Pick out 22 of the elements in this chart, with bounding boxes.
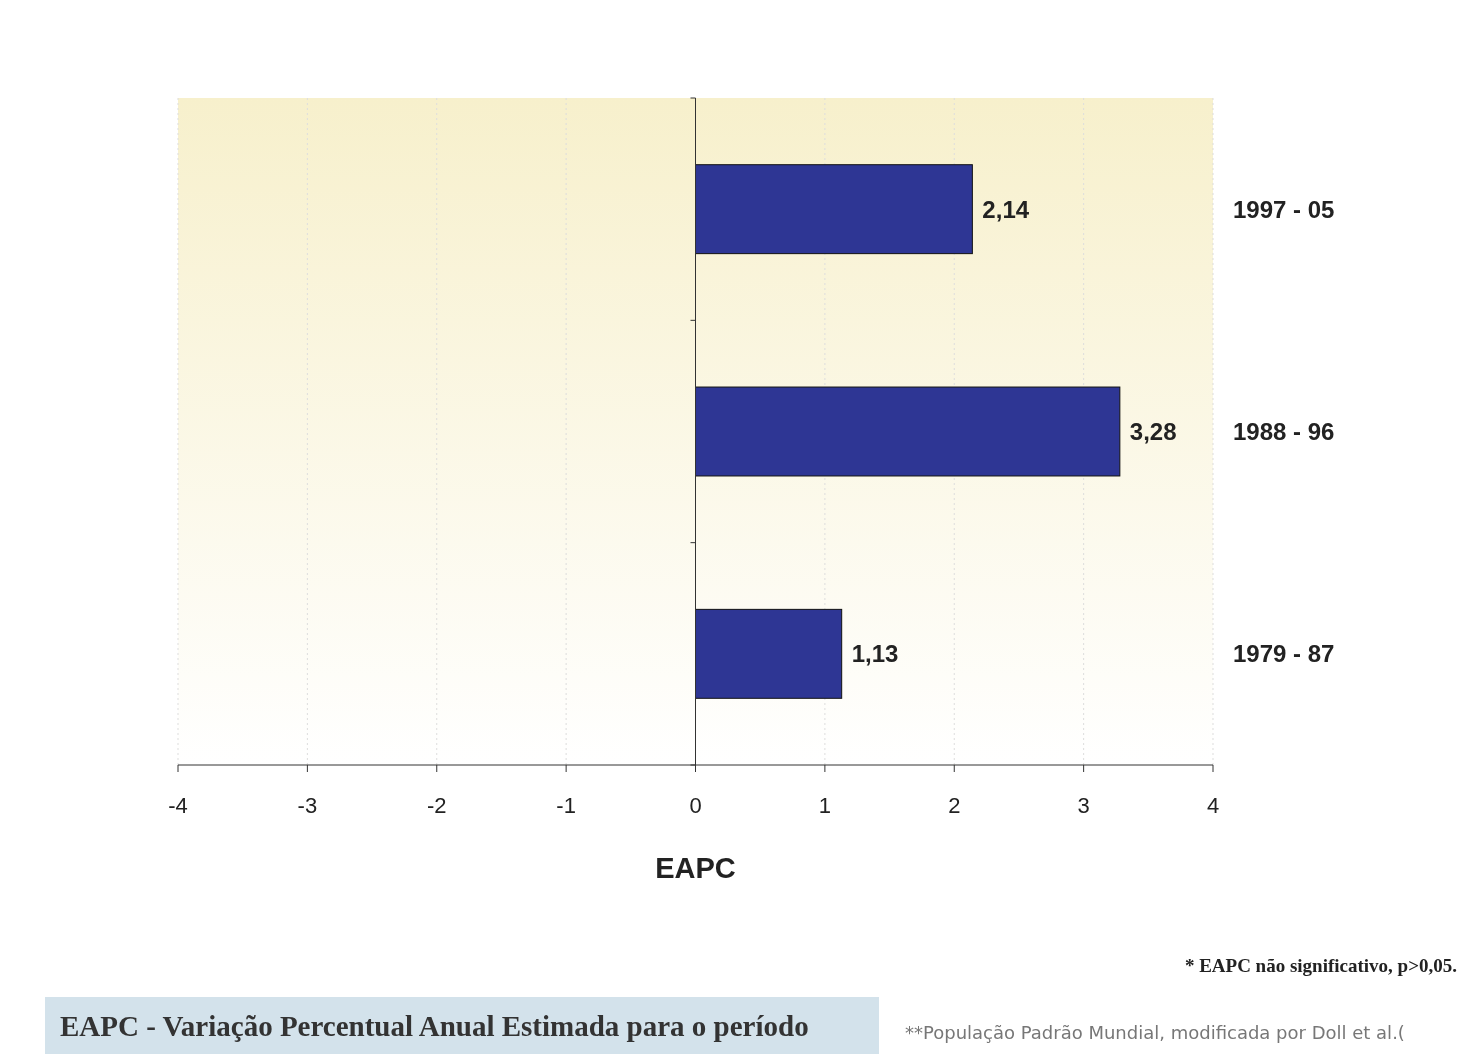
data-label: 2,14: [982, 195, 1030, 223]
data-label: 1,13: [851, 640, 899, 668]
bar: [695, 386, 1121, 477]
x-tick-label: 1: [818, 793, 831, 818]
x-tick-label: -3: [297, 793, 318, 818]
x-tick-label: -2: [426, 793, 447, 818]
data-label: 3,28: [1129, 417, 1177, 445]
text: EAPC - Variação Percentual Anual Estimada para o período: [60, 1010, 809, 1042]
bar: [695, 608, 843, 699]
x-tick-label: 2: [948, 793, 961, 818]
text: * EAPC não significativo, p>0,05.: [1184, 955, 1457, 976]
text: **População Padrão Mundial, modificada por Doll et al.(: [905, 1022, 1405, 1043]
bar: [695, 164, 973, 255]
x-tick-label: -1: [556, 793, 576, 818]
y-tick-label: 1979 - 87: [1233, 640, 1335, 668]
x-tick-label: -4: [168, 793, 188, 818]
x-axis-title: EAPC: [655, 852, 736, 884]
x-tick-label: 3: [1077, 793, 1090, 818]
x-tick-label: 4: [1206, 793, 1220, 818]
y-tick-label: 1988 - 96: [1233, 417, 1335, 445]
x-tick-label: 0: [689, 793, 702, 818]
y-tick-label: 1997 - 05: [1233, 195, 1335, 223]
